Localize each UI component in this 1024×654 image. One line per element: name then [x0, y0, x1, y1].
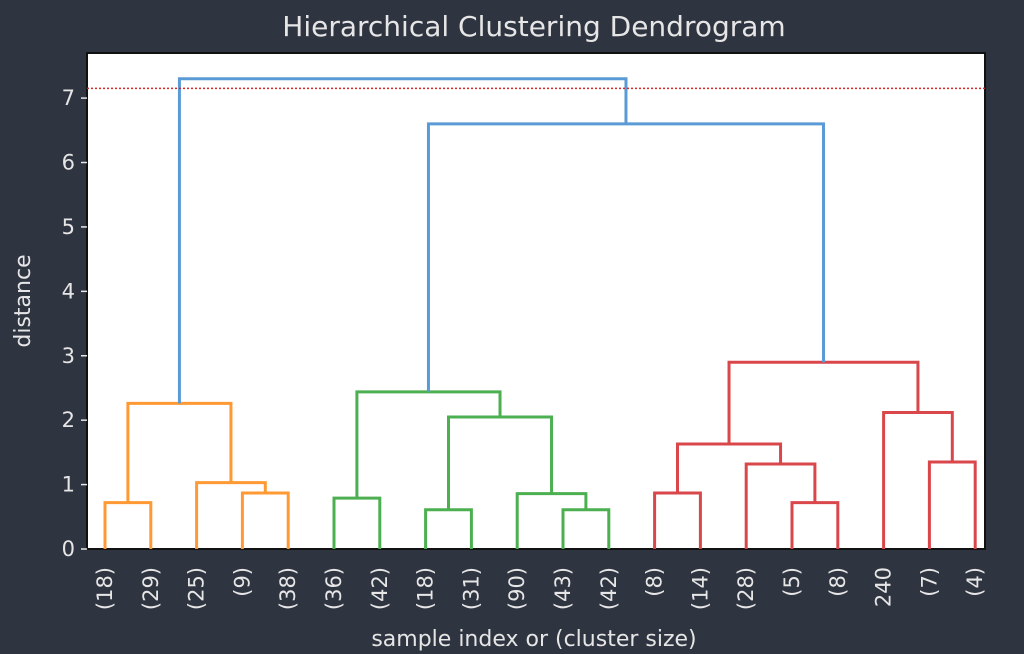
leaf-label: (8) [643, 567, 667, 597]
leaf-label: (38) [276, 567, 300, 610]
dendrogram-link [515, 492, 588, 549]
x-axis-leaf-labels: (18) (29) (25) (9) (38) (36) (42) (18) (31) (90) (… [93, 567, 987, 610]
y-tick-label: 0 [62, 537, 75, 561]
plot-area [86, 52, 986, 550]
leaf-label: (4) [963, 567, 987, 597]
leaf-label: (18) [93, 567, 117, 610]
leaf-label: (14) [688, 567, 712, 610]
y-tick-label: 2 [62, 408, 75, 432]
dendrogram-link [177, 77, 628, 404]
dendrogram-link [332, 496, 382, 549]
leaf-label: (31) [459, 567, 483, 610]
y-tick-label: 3 [62, 344, 75, 368]
leaf-label: (90) [505, 567, 529, 610]
leaf-label: (42) [597, 567, 621, 610]
leaf-label: (29) [139, 567, 163, 610]
chart-title: Hierarchical Clustering Dendrogram [282, 10, 785, 43]
leaf-label: (5) [780, 567, 804, 597]
y-axis: 0 1 2 3 4 5 6 7 [62, 86, 87, 561]
y-tick-label: 5 [62, 215, 75, 239]
y-tick-label: 4 [62, 279, 75, 303]
leaf-label: (7) [917, 567, 941, 597]
leaf-label: (43) [551, 567, 575, 610]
dendrogram-link [676, 442, 783, 493]
y-tick-label: 7 [62, 86, 75, 110]
y-axis-label: distance [11, 254, 36, 347]
dendrogram-link [727, 360, 920, 445]
leaf-label: (8) [826, 567, 850, 597]
leaf-label: (18) [414, 567, 438, 610]
leaf-label: (25) [185, 567, 209, 610]
dendrogram-links [103, 77, 977, 549]
dendrogram-link [103, 501, 153, 549]
leaf-label: (28) [734, 567, 758, 610]
dendrogram-link [790, 501, 840, 549]
y-tick-label: 1 [62, 473, 75, 497]
dendrogram-link [927, 460, 977, 549]
x-axis-label: sample index or (cluster size) [371, 627, 696, 652]
leaf-label: (36) [322, 567, 346, 610]
leaf-label: (9) [230, 567, 254, 597]
leaf-label: 240 [872, 567, 896, 607]
dendrogram-link [195, 481, 267, 549]
dendrogram-link [882, 410, 954, 549]
leaf-label: (42) [368, 567, 392, 610]
dendrogram-link [126, 401, 233, 503]
y-tick-label: 6 [62, 151, 75, 175]
